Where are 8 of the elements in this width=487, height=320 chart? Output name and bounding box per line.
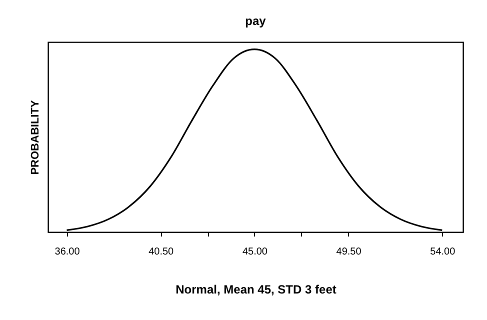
x-tick-label: 49.50	[336, 246, 362, 258]
x-tick-label: 36.00	[54, 246, 80, 258]
x-tick-label: 45.00	[242, 246, 268, 258]
y-axis-title: PROBABILITY	[30, 100, 42, 175]
x-tick-label: 54.00	[430, 246, 456, 258]
x-axis-title: Normal, Mean 45, STD 3 feet	[176, 282, 336, 296]
chart-title: pay	[245, 14, 266, 28]
x-tick-label: 40.50	[148, 246, 174, 258]
